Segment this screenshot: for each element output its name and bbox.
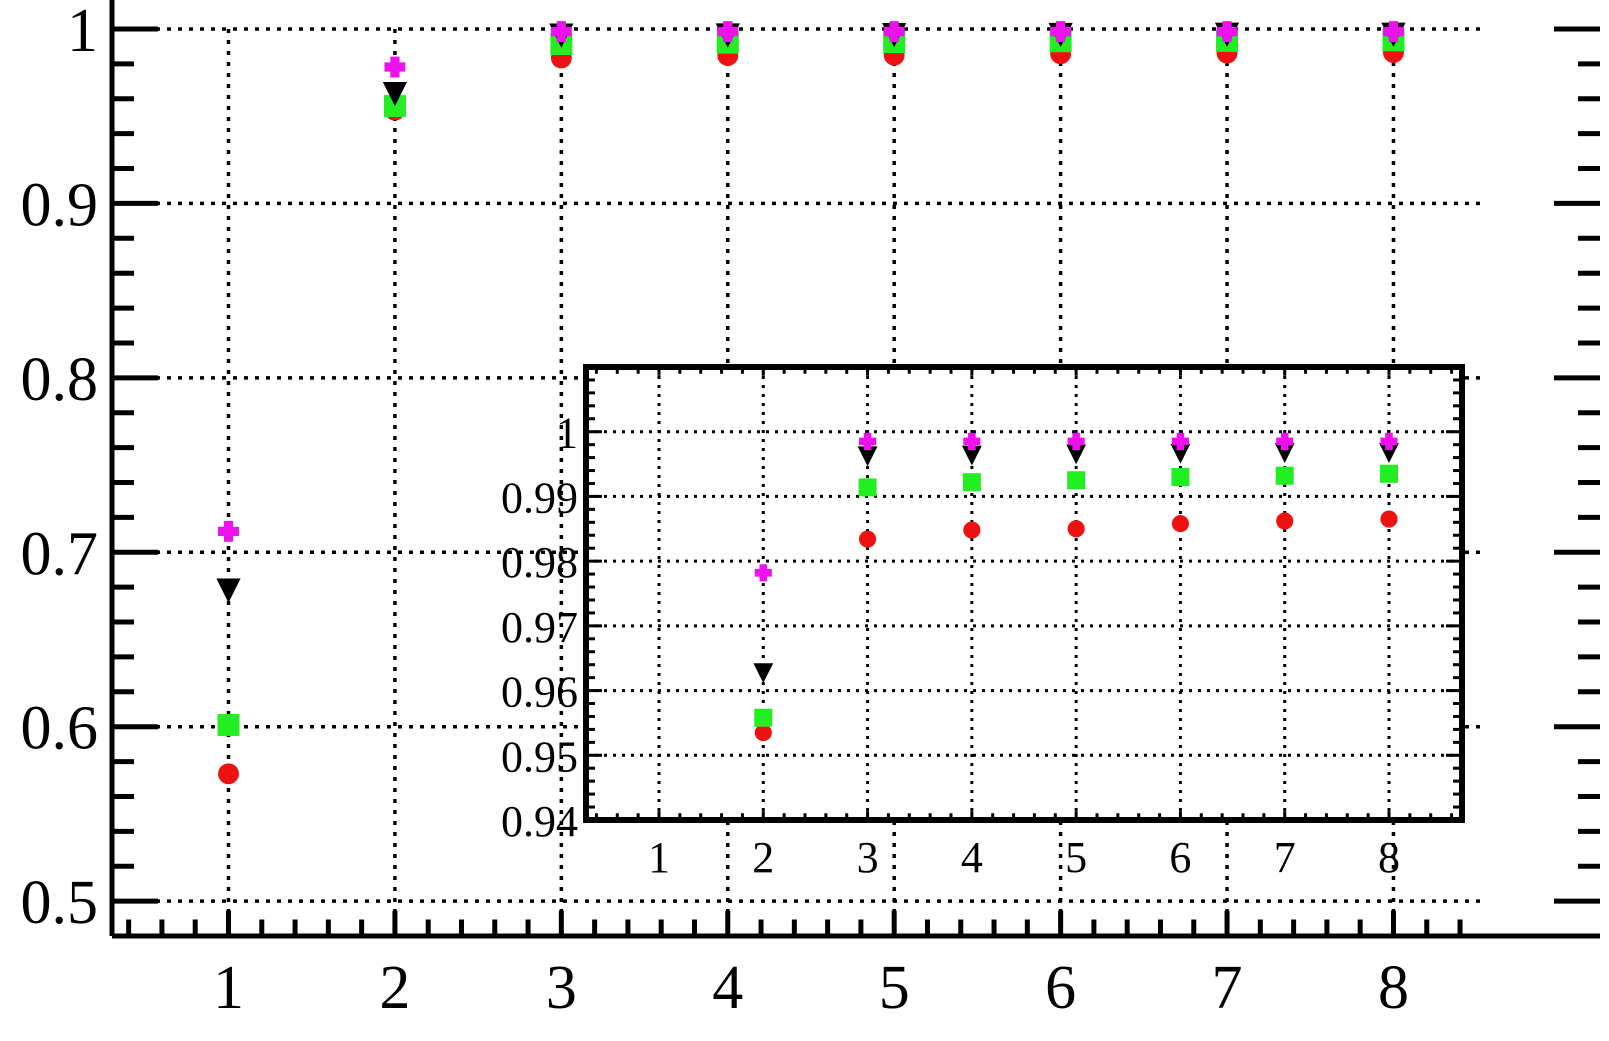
- y-tick-label: 0.6: [21, 695, 99, 763]
- x-tick-label: 8: [1378, 954, 1409, 1022]
- data-point-plus: [1216, 21, 1238, 43]
- x-tick-label: 2: [379, 954, 410, 1022]
- y-tick-label: 0.96: [501, 668, 578, 717]
- x-tick-label: 6: [1045, 954, 1076, 1022]
- y-tick-label: 0.95: [501, 732, 578, 781]
- data-point-plus: [1171, 432, 1189, 450]
- data-point-circle: [1171, 515, 1189, 533]
- data-point-triangle-down: [1170, 443, 1191, 464]
- data-point-triangle-down: [857, 446, 878, 467]
- inset-plot: 0.94 0.95 0.96 0.97 0.98 0.99 1 1 2 3 4 5 6 7 8: [501, 364, 1465, 882]
- x-tick-label: 7: [1274, 833, 1296, 882]
- x-tick-label: 1: [213, 954, 244, 1022]
- data-point-circle: [1380, 510, 1398, 528]
- data-point-triangle-down: [961, 445, 982, 466]
- y-tick-label: 0.97: [501, 603, 578, 652]
- x-tick-label: 7: [1212, 954, 1243, 1022]
- x-tick-label: 2: [752, 833, 774, 882]
- data-point-square: [754, 708, 773, 727]
- y-tick-label: 0.99: [501, 473, 578, 522]
- data-point-square: [962, 473, 981, 492]
- data-point-plus: [859, 432, 877, 450]
- plot-frame: [583, 364, 1465, 823]
- y-tick-label: 0.5: [21, 869, 99, 937]
- data-point-triangle-down: [216, 578, 241, 603]
- data-point-plus: [754, 564, 772, 582]
- y-tick-label: 0.9: [21, 171, 99, 239]
- x-tick-label: 3: [857, 833, 879, 882]
- data-point-triangle-down: [1274, 443, 1295, 463]
- data-point-circle: [754, 724, 772, 742]
- data-point-plus: [717, 21, 739, 43]
- y-tick-label: 1: [67, 0, 98, 65]
- data-point-plus: [1380, 432, 1398, 450]
- data-point-plus: [1050, 21, 1072, 43]
- data-point-circle: [218, 763, 239, 785]
- plot-background: [586, 367, 1462, 820]
- data-point-triangle-down: [1379, 443, 1399, 463]
- data-point-circle: [1067, 520, 1085, 538]
- x-tick-label: 1: [648, 833, 670, 882]
- data-point-triangle-down: [382, 81, 408, 107]
- data-point-plus: [883, 21, 905, 43]
- data-point-plus: [963, 432, 981, 450]
- data-point-square: [1380, 464, 1398, 483]
- data-point-plus: [1067, 432, 1085, 450]
- data-point-triangle-down: [1066, 444, 1087, 465]
- data-point-square: [858, 478, 877, 497]
- data-point-plus: [1383, 21, 1404, 43]
- data-point-square: [1067, 471, 1086, 490]
- x-tick-label: 5: [1065, 833, 1087, 882]
- y-tick-label: 0.7: [21, 520, 99, 588]
- y-tick-label: 0.98: [501, 538, 578, 587]
- x-tick-label: 3: [546, 954, 577, 1022]
- y-tick-label: 0.94: [501, 797, 578, 846]
- y-tick-label: 0.8: [21, 346, 99, 414]
- x-tick-label: 6: [1169, 833, 1191, 882]
- data-point-circle: [1276, 512, 1294, 530]
- data-point-square: [1171, 468, 1190, 487]
- data-point-plus: [1276, 432, 1294, 450]
- data-point-plus: [384, 56, 406, 78]
- x-tick-label: 5: [879, 954, 910, 1022]
- data-point-square: [1275, 466, 1294, 485]
- x-tick-label: 8: [1378, 833, 1400, 882]
- y-tick-label: 1: [556, 409, 578, 458]
- data-point-triangle-down: [753, 663, 774, 683]
- data-point-plus: [550, 21, 572, 43]
- data-point-circle: [963, 521, 981, 539]
- x-tick-label: 4: [712, 954, 743, 1022]
- data-point-circle: [859, 530, 877, 548]
- data-point-plus: [218, 520, 239, 542]
- x-tick-label: 4: [961, 833, 983, 882]
- data-point-square: [217, 713, 240, 736]
- main-plot: 0.5 0.6 0.7 0.8 0.9 1 1 2 3 4 5 6 7 8: [21, 0, 1600, 1022]
